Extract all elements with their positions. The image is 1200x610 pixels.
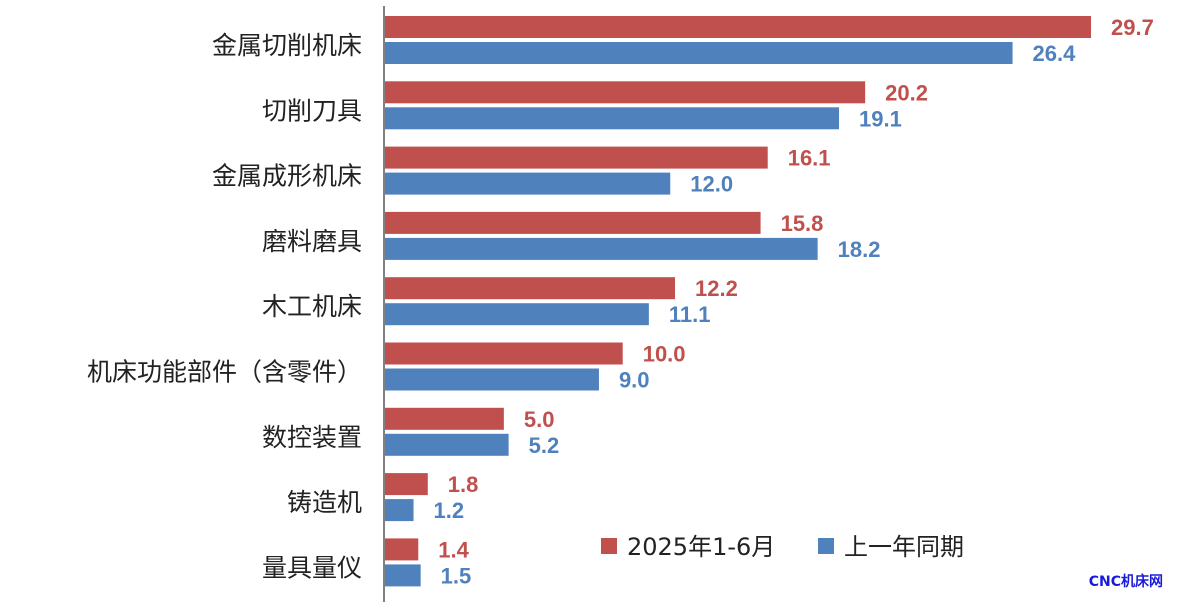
- value-label-previous-7: 1.2: [434, 498, 465, 523]
- value-labels: 29.7 26.4 20.219.1 16.1 12.0 15.8 18.2 12.211.1…: [434, 15, 1154, 588]
- category-label-3: 磨料磨具: [262, 227, 362, 256]
- value-label-previous-0: 26.4: [1033, 41, 1077, 66]
- category-label-6: 数控装置: [262, 423, 362, 452]
- bars-layer: [385, 16, 1091, 587]
- value-label-previous-5: 9.0: [619, 368, 650, 393]
- bar-current-7: [385, 473, 428, 496]
- value-label-previous-1: 19.1: [859, 106, 902, 131]
- legend-label-series-1: 2025年1-6月: [627, 533, 775, 561]
- value-label-previous-3: 18.2: [838, 237, 881, 262]
- value-label-previous-8: 1.5: [441, 563, 472, 588]
- category-label-8: 量具量仪: [262, 553, 362, 582]
- bar-current-6: [385, 407, 504, 430]
- value-label-current-6: 5.0: [524, 407, 555, 432]
- category-label-7: 铸造机: [287, 488, 362, 517]
- value-label-current-1: 20.2: [885, 80, 928, 105]
- bar-previous-4: [385, 303, 649, 326]
- bar-previous-3: [385, 237, 818, 260]
- bar-previous-5: [385, 368, 599, 391]
- value-label-current-2: 16.1: [788, 146, 831, 171]
- watermark-text: CNC机床网: [1089, 573, 1163, 590]
- bar-current-3: [385, 211, 761, 234]
- bar-current-5: [385, 342, 623, 365]
- legend-swatch-series-1: [601, 538, 617, 554]
- category-label-4: 木工机床: [262, 292, 362, 321]
- value-label-current-5: 10.0: [643, 342, 686, 367]
- value-label-previous-2: 12.0: [690, 172, 733, 197]
- bar-previous-0: [385, 42, 1013, 64]
- value-label-current-3: 15.8: [781, 211, 824, 236]
- value-label-previous-4: 11.1: [669, 302, 711, 327]
- bar-current-2: [385, 146, 768, 169]
- bar-previous-1: [385, 107, 840, 130]
- legend: 2025年1-6月 上一年同期: [601, 533, 964, 561]
- legend-label-series-2: 上一年同期: [844, 533, 964, 561]
- value-label-previous-6: 5.2: [529, 433, 560, 458]
- value-label-current-8: 1.4: [438, 537, 469, 562]
- value-label-current-4: 12.2: [695, 276, 738, 301]
- bar-previous-6: [385, 433, 509, 456]
- category-label-2: 金属成形机床: [212, 162, 362, 191]
- bar-previous-8: [385, 564, 421, 587]
- category-label-1: 切削刀具: [262, 96, 362, 125]
- category-label-5: 机床功能部件（含零件）: [87, 358, 362, 387]
- bar-previous-7: [385, 499, 414, 522]
- category-label-0: 金属切削机床: [212, 31, 362, 60]
- bar-current-8: [385, 538, 419, 561]
- value-label-current-7: 1.8: [448, 472, 479, 497]
- value-label-current-0: 29.7: [1111, 15, 1154, 40]
- bar-current-0: [385, 16, 1091, 38]
- bar-current-1: [385, 81, 866, 104]
- bar-current-4: [385, 277, 676, 300]
- bar-previous-2: [385, 172, 671, 195]
- legend-swatch-series-2: [818, 538, 834, 554]
